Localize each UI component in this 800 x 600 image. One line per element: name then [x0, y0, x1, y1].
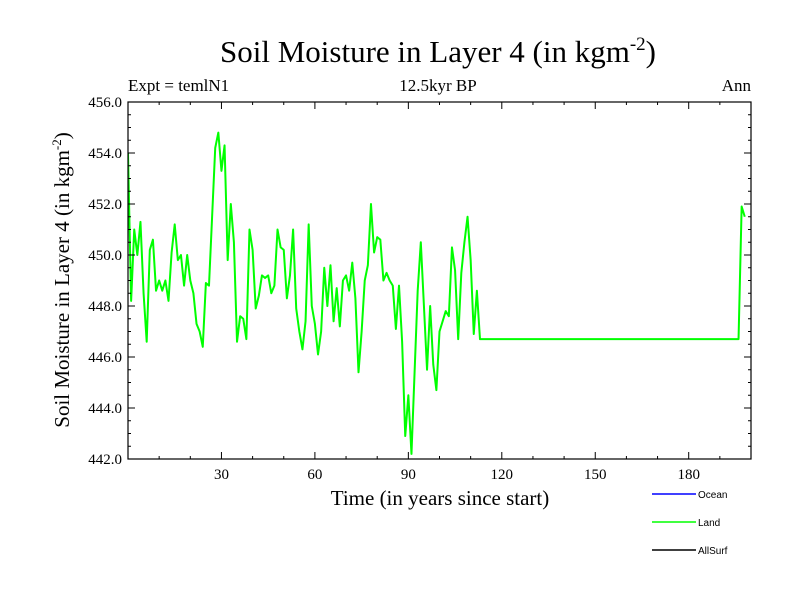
x-tick-label: 150	[584, 467, 607, 483]
x-tick-label: 120	[491, 467, 514, 483]
season-label: Ann	[722, 76, 752, 95]
y-axis: 442.0 444.0 446.0 448.0 450.0 452.0 454.0 456.0	[88, 95, 751, 468]
x-tick-label: 90	[401, 467, 416, 483]
y-tick-label: 454.0	[88, 146, 122, 162]
y-tick-label: 452.0	[88, 197, 122, 213]
x-axis-label: Time (in years since start)	[331, 486, 550, 510]
x-axis: 30 60 90 120 150 180	[158, 102, 721, 483]
legend-label-land: Land	[698, 518, 720, 529]
chart-title: Soil Moisture in Layer 4 (in kgm-2)	[220, 34, 656, 69]
x-tick-label: 60	[307, 467, 322, 483]
x-tick-label: 30	[214, 467, 229, 483]
experiment-label: Expt = temlN1	[128, 76, 229, 95]
legend-label-ocean: Ocean	[698, 490, 727, 501]
y-axis-label: Soil Moisture in Layer 4 (in kgm-2)	[49, 132, 74, 427]
y-tick-label: 444.0	[88, 401, 122, 417]
series-layer	[128, 131, 746, 455]
plot-frame	[127, 101, 752, 460]
x-tick-label: 180	[677, 467, 700, 483]
legend: Ocean Land AllSurf	[652, 490, 728, 557]
y-tick-label: 456.0	[88, 95, 122, 111]
y-tick-label: 450.0	[88, 248, 122, 264]
series-line-land	[128, 131, 746, 455]
legend-label-allsurf: AllSurf	[698, 546, 728, 557]
chart-subtitle: 12.5kyr BP	[399, 76, 476, 95]
y-tick-label: 448.0	[88, 299, 122, 315]
y-tick-label: 446.0	[88, 350, 122, 366]
y-tick-label: 442.0	[88, 452, 122, 468]
